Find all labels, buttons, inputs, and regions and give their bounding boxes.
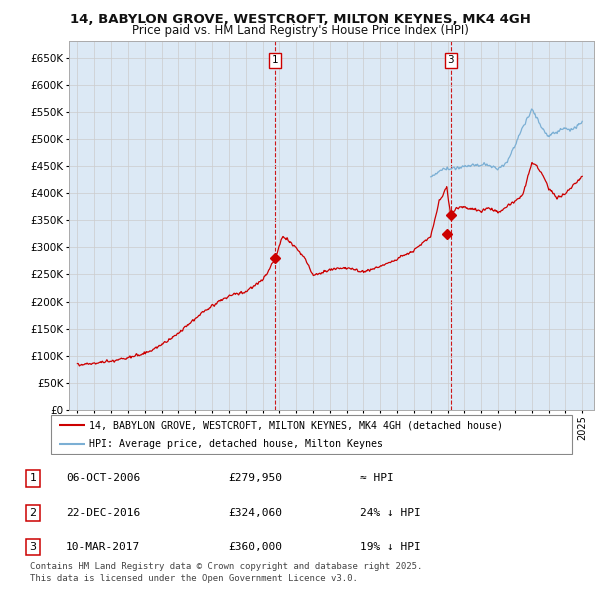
Text: Price paid vs. HM Land Registry's House Price Index (HPI): Price paid vs. HM Land Registry's House … (131, 24, 469, 37)
Text: 1: 1 (272, 55, 278, 65)
Text: 3: 3 (29, 542, 37, 552)
Text: 14, BABYLON GROVE, WESTCROFT, MILTON KEYNES, MK4 4GH: 14, BABYLON GROVE, WESTCROFT, MILTON KEY… (70, 13, 530, 26)
Text: £360,000: £360,000 (228, 542, 282, 552)
Text: £324,060: £324,060 (228, 508, 282, 517)
Text: 2: 2 (29, 508, 37, 517)
Text: 14, BABYLON GROVE, WESTCROFT, MILTON KEYNES, MK4 4GH (detached house): 14, BABYLON GROVE, WESTCROFT, MILTON KEY… (89, 420, 503, 430)
Text: ≈ HPI: ≈ HPI (360, 474, 394, 483)
Text: 06-OCT-2006: 06-OCT-2006 (66, 474, 140, 483)
Text: 3: 3 (448, 55, 454, 65)
Text: 22-DEC-2016: 22-DEC-2016 (66, 508, 140, 517)
Text: 19% ↓ HPI: 19% ↓ HPI (360, 542, 421, 552)
Text: HPI: Average price, detached house, Milton Keynes: HPI: Average price, detached house, Milt… (89, 440, 383, 450)
Text: Contains HM Land Registry data © Crown copyright and database right 2025.
This d: Contains HM Land Registry data © Crown c… (30, 562, 422, 583)
Text: £279,950: £279,950 (228, 474, 282, 483)
FancyBboxPatch shape (50, 415, 572, 454)
Text: 24% ↓ HPI: 24% ↓ HPI (360, 508, 421, 517)
Text: 1: 1 (29, 474, 37, 483)
Text: 10-MAR-2017: 10-MAR-2017 (66, 542, 140, 552)
